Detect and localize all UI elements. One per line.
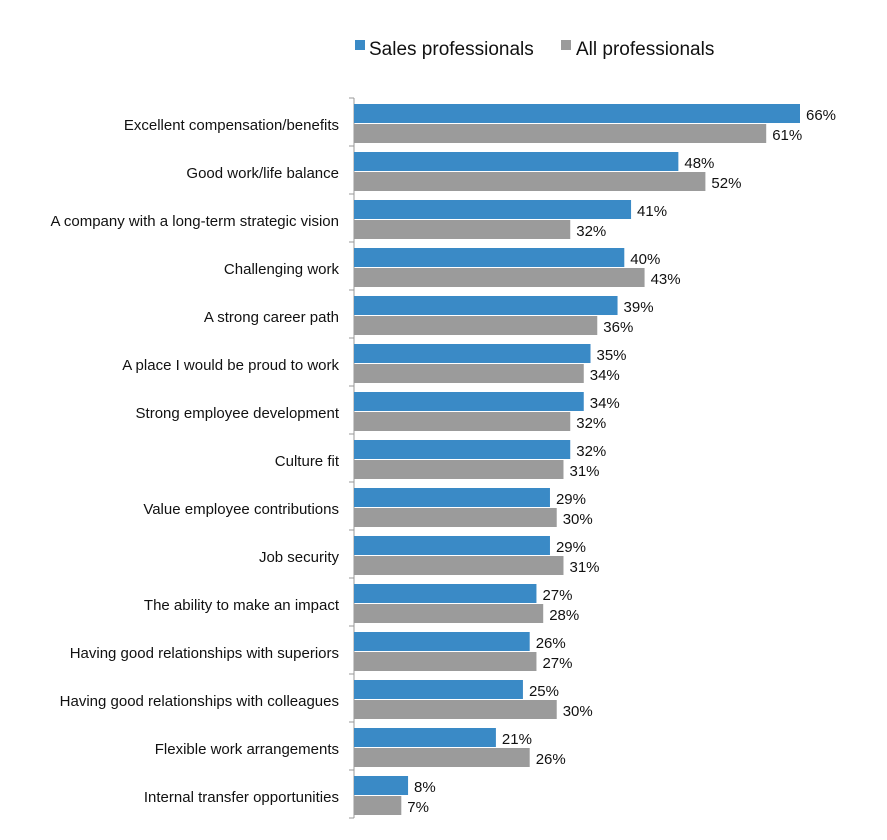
data-label: 66% [806, 107, 836, 124]
category-label: A place I would be proud to work [122, 357, 339, 374]
bar-all [354, 460, 564, 479]
category-label: Flexible work arrangements [155, 741, 339, 758]
category-label: Excellent compensation/benefits [124, 117, 339, 134]
data-label: 30% [563, 703, 593, 720]
bar-sales [354, 104, 800, 123]
data-label: 7% [407, 799, 429, 816]
bar-sales [354, 680, 523, 699]
data-label: 34% [590, 395, 620, 412]
data-label: 32% [576, 223, 606, 240]
data-label: 35% [597, 347, 627, 364]
bar-all [354, 508, 557, 527]
data-label: 40% [630, 251, 660, 268]
data-label: 39% [624, 299, 654, 316]
bar-all [354, 796, 402, 815]
legend-label-all: All professionals [576, 39, 714, 60]
category-label: A company with a long-term strategic vis… [51, 213, 339, 230]
data-label: 32% [576, 415, 606, 432]
bar-sales [354, 152, 679, 171]
bar-sales [354, 728, 496, 747]
data-label: 26% [536, 635, 566, 652]
bar-sales [354, 536, 550, 555]
data-label: 25% [529, 683, 559, 700]
data-label: 61% [772, 127, 802, 144]
legend: Sales professionals All professionals [355, 39, 714, 60]
data-label: 41% [637, 203, 667, 220]
data-label: 27% [542, 587, 572, 604]
data-label: 27% [542, 655, 572, 672]
bar-all [354, 556, 564, 575]
bar-sales [354, 440, 571, 459]
category-labels: Excellent compensation/benefits Good work… [51, 117, 340, 806]
data-label: 52% [711, 175, 741, 192]
data-label: 48% [684, 155, 714, 172]
bar-all [354, 364, 584, 383]
category-label: Internal transfer opportunities [144, 789, 339, 806]
legend-swatch-sales [355, 40, 365, 50]
bars: 66%61% 48% 52% 41% 32% 40% 43% 39% 36% 35% 34% 34% 3… [354, 104, 836, 816]
data-label: 26% [536, 751, 566, 768]
bar-all [354, 268, 645, 287]
bar-all [354, 316, 598, 335]
bar-all [354, 124, 767, 143]
bar-sales [354, 344, 591, 363]
legend-swatch-all [561, 40, 571, 50]
data-label: 8% [414, 779, 436, 796]
data-label: 31% [569, 559, 599, 576]
bar-sales [354, 296, 618, 315]
bar-all [354, 412, 571, 431]
bar-all [354, 652, 537, 671]
bar-sales [354, 200, 632, 219]
category-label: The ability to make an impact [144, 597, 340, 614]
y-axis [349, 97, 355, 819]
data-label: 29% [556, 539, 586, 556]
data-label: 32% [576, 443, 606, 460]
bar-all [354, 604, 544, 623]
data-label: 30% [563, 511, 593, 528]
category-label: Strong employee development [136, 405, 340, 422]
bar-all [354, 172, 706, 191]
category-label: Challenging work [224, 261, 340, 278]
category-label: Having good relationships with superiors [70, 645, 339, 662]
data-label: 28% [549, 607, 579, 624]
data-label: 36% [603, 319, 633, 336]
bar-all [354, 700, 557, 719]
category-label: A strong career path [204, 309, 339, 326]
bar-sales [354, 488, 550, 507]
data-label: 31% [569, 463, 599, 480]
bar-sales [354, 632, 530, 651]
data-label: 29% [556, 491, 586, 508]
category-label: Good work/life balance [186, 165, 339, 182]
category-label: Culture fit [275, 453, 340, 470]
legend-label-sales: Sales professionals [369, 39, 534, 60]
bar-sales [354, 776, 409, 795]
data-label: 43% [651, 271, 681, 288]
data-label: 21% [502, 731, 532, 748]
category-label: Having good relationships with colleague… [60, 693, 339, 710]
category-label: Job security [259, 549, 340, 566]
bar-sales [354, 248, 625, 267]
data-label: 34% [590, 367, 620, 384]
bar-sales [354, 392, 584, 411]
bar-all [354, 748, 530, 767]
category-label: Value employee contributions [143, 501, 339, 518]
bar-all [354, 220, 571, 239]
bar-sales [354, 584, 537, 603]
